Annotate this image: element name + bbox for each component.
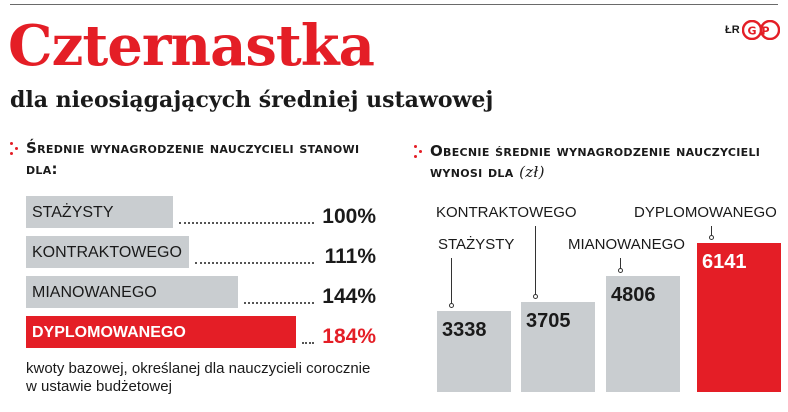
- data-label: 144%: [322, 285, 376, 308]
- callout-line: [620, 258, 621, 270]
- data-label: 3338: [442, 319, 487, 342]
- right-chart-unit: (zł): [519, 163, 545, 181]
- section-bullet-icon: [10, 142, 24, 158]
- bar: [437, 311, 511, 392]
- page-subtitle: dla nieosiągających średniej ustawowej: [10, 87, 494, 113]
- publisher-logo-icon: GP: [742, 20, 780, 40]
- page-title: Czternastka: [8, 13, 375, 79]
- leader-line: [179, 222, 314, 224]
- category-label: KONTRAKTOWEGO: [32, 244, 182, 261]
- data-label: 3705: [526, 310, 571, 333]
- left-chart-footnote: kwoty bazowej, określanej dla nauczyciel…: [26, 360, 371, 395]
- data-label: 100%: [322, 205, 376, 228]
- leader-line: [302, 342, 314, 344]
- callout-line: [535, 226, 536, 297]
- right-chart-title: Obecnie średnie wynagrodzenie nauczyciel…: [430, 141, 780, 183]
- category-label: DYPLOMOWANEGO: [634, 204, 777, 221]
- callout-line: [451, 258, 452, 306]
- callout-dot: [709, 235, 714, 241]
- data-label: 4806: [611, 283, 656, 306]
- data-label: 184%: [322, 325, 376, 348]
- top-rule: [10, 4, 778, 5]
- callout-line: [711, 226, 712, 238]
- data-label: 111%: [324, 245, 376, 268]
- left-chart-title: Średnie wynagrodzenie nauczycieli stanow…: [26, 139, 360, 178]
- author-credit: ŁR: [725, 24, 740, 36]
- bar: [606, 275, 680, 392]
- category-label: MIANOWANEGO: [32, 284, 157, 301]
- category-label: STAŻYSTY: [32, 204, 114, 221]
- bar: [26, 316, 297, 348]
- callout-dot: [449, 303, 454, 309]
- right-chart-title-text: Obecnie średnie wynagrodzenie nauczyciel…: [430, 142, 761, 181]
- leader-line: [243, 302, 314, 304]
- data-label: 6141: [702, 251, 747, 274]
- category-label: STAŻYSTY: [438, 236, 515, 253]
- callout-dot: [533, 294, 538, 300]
- category-label: DYPLOMOWANEGO: [32, 324, 186, 341]
- callout-dot: [618, 267, 623, 273]
- category-label: KONTRAKTOWEGO: [436, 204, 577, 221]
- bar: [697, 243, 781, 392]
- bar: [26, 196, 173, 228]
- leader-line: [195, 262, 314, 264]
- bar: [26, 236, 190, 268]
- bar: [521, 302, 595, 392]
- section-bullet-icon: [414, 145, 428, 161]
- svg-text:GP: GP: [747, 25, 774, 38]
- category-label: MIANOWANEGO: [568, 236, 685, 253]
- bar: [26, 276, 238, 308]
